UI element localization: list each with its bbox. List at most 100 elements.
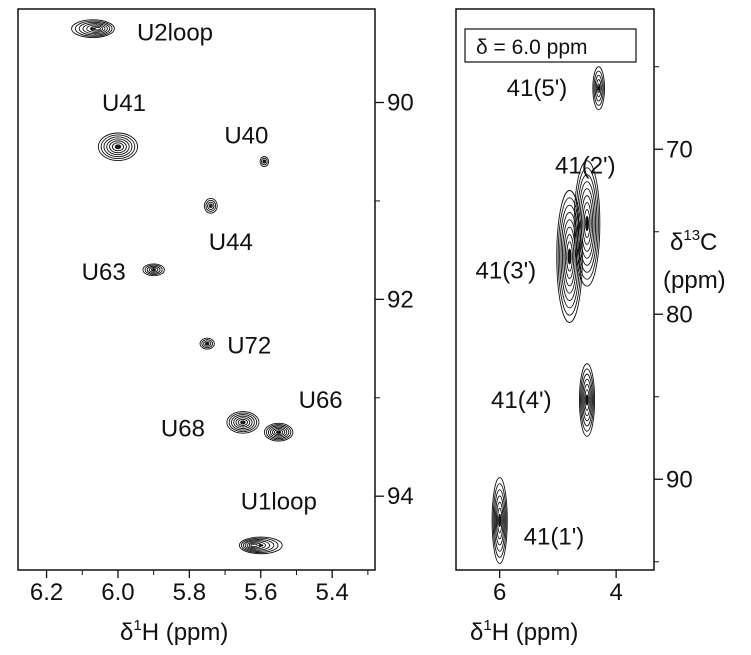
contour-line: [573, 160, 601, 287]
contour-line: [557, 197, 582, 316]
contour-line: [584, 389, 590, 411]
contour-line: [269, 426, 288, 438]
contour-line: [208, 203, 213, 209]
contour-line: [581, 373, 593, 427]
peak-center: [585, 215, 589, 232]
peak-41-5: [592, 66, 605, 111]
contour-line: [242, 538, 275, 552]
contour-line: [71, 19, 115, 38]
contour-line: [561, 219, 578, 294]
contour-line: [111, 142, 125, 152]
peak-label-u66: U66: [299, 387, 343, 414]
right-peak-contours: [491, 66, 605, 564]
peak-label-41-3: 41(3'): [476, 258, 537, 285]
contour-line: [203, 198, 218, 214]
x-tick-label-left-2: 5.8: [173, 579, 206, 606]
peak-center: [90, 27, 96, 30]
contour-line: [592, 66, 605, 111]
contour-line: [583, 384, 591, 417]
peak-41-3: [556, 190, 583, 323]
contour-line: [207, 201, 215, 210]
peak-label-u68: U68: [161, 415, 205, 442]
peak-label-u2loop: U2loop: [137, 20, 213, 47]
right-plot-frame: [455, 8, 655, 571]
contour-line: [199, 337, 215, 350]
contour-line: [86, 24, 106, 33]
contour-line: [493, 489, 506, 552]
delta-annotation-box: [464, 28, 637, 63]
x-tick-label-left-4: 5.4: [315, 579, 348, 606]
contour-line: [235, 417, 251, 428]
contour-line: [556, 190, 583, 323]
contour-line: [201, 339, 214, 349]
contour-line: [228, 412, 258, 433]
peak-label-u63: U63: [82, 259, 126, 286]
contour-line: [491, 477, 508, 564]
y-tick-label-right-0: 70: [666, 136, 693, 163]
contour-line: [97, 132, 139, 162]
contour-line: [146, 265, 161, 274]
contour-line: [578, 181, 597, 266]
contour-line: [226, 411, 260, 434]
contour-line: [205, 199, 217, 212]
peak-u44: [203, 198, 218, 214]
contour-line: [579, 188, 595, 259]
contour-line: [580, 368, 594, 432]
contour-line: [78, 21, 111, 36]
contour-line: [497, 507, 503, 534]
peak-center: [585, 395, 589, 405]
contour-line: [106, 138, 130, 156]
right-y-axis-title: δ13C: [670, 227, 717, 256]
contour-line: [240, 537, 279, 554]
peak-label-41-4: 41(4'): [491, 387, 552, 414]
contour-line: [74, 20, 113, 37]
contour-line: [230, 414, 255, 431]
peak-center: [209, 204, 212, 208]
peak-center: [263, 160, 266, 163]
left-peak-labels: U2loop U41 U40 U44 U63 U72 U68 U66 U1loop: [82, 20, 343, 516]
contour-line: [144, 264, 163, 275]
contour-line: [103, 136, 133, 158]
right-y-ticks: 70 80 90: [654, 66, 693, 563]
contour-line: [564, 234, 575, 279]
x-tick-label-left-1: 6.0: [101, 579, 134, 606]
contour-line: [246, 541, 266, 550]
contour-line: [594, 74, 603, 102]
peak-u66: [263, 422, 294, 442]
contour-line: [583, 209, 591, 238]
x-tick-label-left-0: 6.2: [30, 579, 63, 606]
peak-label-u72: U72: [227, 333, 271, 360]
contour-line: [580, 195, 594, 252]
contour-line: [593, 70, 604, 106]
left-peak-contours: [71, 19, 294, 555]
y-tick-label-left-2: 94: [387, 483, 414, 510]
contour-line: [244, 540, 271, 551]
contour-line: [261, 157, 268, 166]
y-tick-label-right-2: 90: [666, 466, 693, 493]
peak-41-1: [491, 477, 508, 564]
x-tick-label-right-0: 6: [493, 579, 506, 606]
right-peak-labels: 41(5') 41(2') 41(3') 41(4') 41(1'): [476, 75, 616, 550]
y-tick-label-right-1: 80: [666, 301, 693, 328]
peak-u63: [142, 263, 165, 277]
contour-line: [100, 134, 136, 160]
contour-line: [262, 159, 267, 164]
left-panel: 6.2 6.0 5.8 5.6 5.4 90 92 94 U2loop U41 U40 U44 U6…: [17, 8, 414, 646]
contour-line: [237, 418, 248, 426]
peak-label-u1loop: U1loop: [241, 488, 317, 515]
contour-line: [233, 415, 253, 430]
contour-line: [274, 429, 284, 436]
peak-label-u40: U40: [224, 123, 268, 150]
peak-label-41-5: 41(5'): [507, 75, 568, 102]
peak-u1loop: [238, 536, 283, 555]
peak-u68: [226, 411, 260, 434]
contour-line: [203, 340, 212, 347]
contour-line: [582, 378, 592, 422]
peak-center: [276, 431, 281, 434]
contour-line: [492, 483, 507, 558]
peak-u41: [97, 132, 139, 162]
y-tick-label-left-1: 92: [387, 286, 414, 313]
contour-line: [114, 144, 122, 150]
